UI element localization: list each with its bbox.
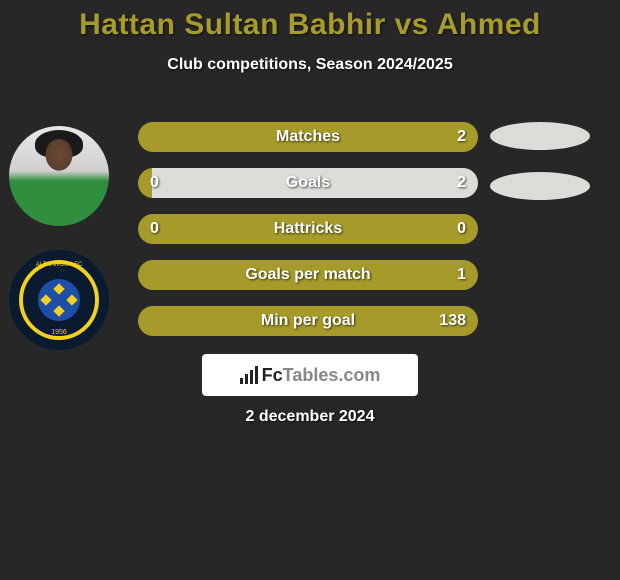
page-subtitle: Club competitions, Season 2024/2025 — [0, 56, 620, 74]
stat-right-value: 0 — [457, 214, 466, 244]
stat-right-value: 2 — [457, 122, 466, 152]
stat-rows: Matches2Goals02Hattricks00Goals per matc… — [138, 122, 478, 352]
fctables-logo: FcTables.com — [202, 354, 418, 396]
stat-label: Min per goal — [138, 306, 478, 336]
player1-avatar — [9, 126, 109, 226]
date-label: 2 december 2024 — [0, 408, 620, 426]
stat-label: Hattricks — [138, 214, 478, 244]
stat-right-value: 2 — [457, 168, 466, 198]
stat-left-value: 0 — [150, 168, 159, 198]
stat-row: Matches2 — [138, 122, 478, 152]
stat-row: Hattricks0 0 — [138, 214, 478, 244]
player2-club-badge: ALTAAWOUN FC 1956 — [9, 250, 109, 350]
side-oval — [490, 172, 590, 200]
side-ovals — [490, 122, 608, 222]
stat-row: Min per goal138 — [138, 306, 478, 336]
stat-row: Goals per match1 — [138, 260, 478, 290]
stat-left-value: 0 — [150, 214, 159, 244]
stat-right-value: 138 — [439, 306, 466, 336]
stat-row: Goals0 2 — [138, 168, 478, 198]
logo-text: FcTables.com — [262, 365, 381, 386]
stat-label: Matches — [138, 122, 478, 152]
side-oval — [490, 122, 590, 150]
stat-label: Goals — [138, 168, 478, 198]
stat-right-value: 1 — [457, 260, 466, 290]
stat-label: Goals per match — [138, 260, 478, 290]
page-title: Hattan Sultan Babhir vs Ahmed — [0, 0, 620, 42]
chart-icon — [240, 366, 258, 384]
